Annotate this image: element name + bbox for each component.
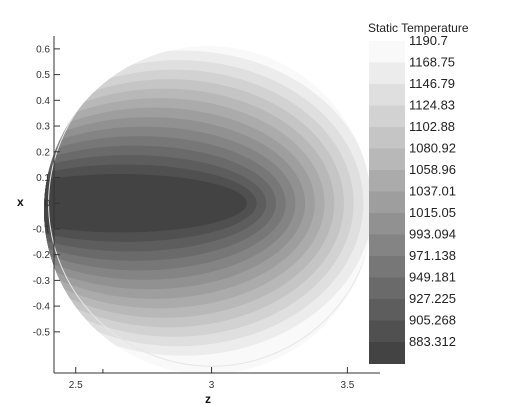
y-tick-label: 0.3	[36, 122, 50, 133]
colorbar-swatch	[369, 213, 405, 235]
colorbar-swatch	[369, 105, 405, 128]
y-tick-label: 0.6	[36, 44, 50, 55]
colorbar-swatch	[369, 148, 405, 171]
y-tick-label: -0.4	[33, 302, 51, 313]
colorbar-swatch	[369, 256, 405, 278]
y-tick-label: -0.3	[33, 276, 51, 287]
colorbar-legend: 1190.7 1168.75 1146.79 1124.83 1102.88 1080.9…	[369, 33, 456, 364]
colorbar-swatch	[369, 191, 405, 214]
x-tick-label: 2.5	[69, 380, 83, 391]
colorbar-swatch	[369, 234, 405, 257]
x-axis-ticks: 2.5 3 3.5	[69, 367, 355, 391]
y-tick-label: 0.1	[36, 173, 50, 184]
colorbar-swatch	[369, 277, 405, 300]
colorbar-level-label: 1037.01	[409, 184, 456, 199]
x-tick-label: 3	[209, 380, 215, 391]
colorbar-swatch	[369, 299, 405, 321]
y-tick-label: -0.5	[33, 327, 51, 338]
x-axis-title: z	[205, 392, 211, 405]
colorbar-level-label: 1080.92	[409, 141, 456, 156]
y-tick-label: -0.2	[33, 250, 51, 261]
colorbar-level-label: 883.312	[409, 334, 456, 349]
colorbar-swatch	[369, 41, 405, 63]
domain-boundary	[48, 46, 372, 367]
colorbar-level-label: 993.094	[409, 227, 456, 242]
x-tick-label: 3.5	[340, 380, 354, 391]
colorbar-swatch	[369, 62, 405, 85]
colorbar-level-label: 971.138	[409, 248, 456, 263]
y-tick-label: 0.5	[36, 70, 50, 81]
colorbar-level-label: 905.268	[409, 313, 456, 328]
colorbar-level-label: 949.181	[409, 270, 456, 285]
colorbar-level-label: 1190.7	[409, 33, 448, 48]
colorbar-level-label: 1102.88	[409, 119, 455, 134]
y-tick-label: -0.1	[33, 224, 51, 235]
colorbar-swatch	[369, 170, 405, 192]
colorbar-title: Static Temperature	[368, 21, 469, 35]
colorbar-swatch	[369, 84, 405, 106]
y-tick-label: 0	[44, 199, 50, 210]
colorbar-level-label: 1058.96	[409, 162, 456, 177]
temperature-contour-field	[44, 46, 372, 374]
colorbar-swatch	[369, 320, 405, 343]
colorbar-level-label: 1124.83	[409, 98, 455, 113]
y-tick-label: 0.2	[36, 147, 50, 158]
colorbar-level-label: 1015.05	[409, 205, 456, 220]
colorbar-level-label: 1168.75	[409, 55, 455, 70]
y-axis-title: x	[17, 195, 24, 209]
contour-band	[44, 174, 247, 233]
y-axis-ticks: 0.6 0.5 0.4 0.3 0.2 0.1 0 -0.1 -0.2 -0.3 -0.4 -0.5	[33, 44, 60, 338]
y-tick-label: 0.4	[36, 96, 50, 107]
colorbar-level-label: 1146.79	[409, 76, 455, 91]
colorbar-swatch	[369, 127, 405, 149]
colorbar-level-label: 927.225	[409, 291, 456, 306]
plot-axes-frame	[53, 36, 380, 374]
colorbar-swatch	[369, 342, 405, 364]
